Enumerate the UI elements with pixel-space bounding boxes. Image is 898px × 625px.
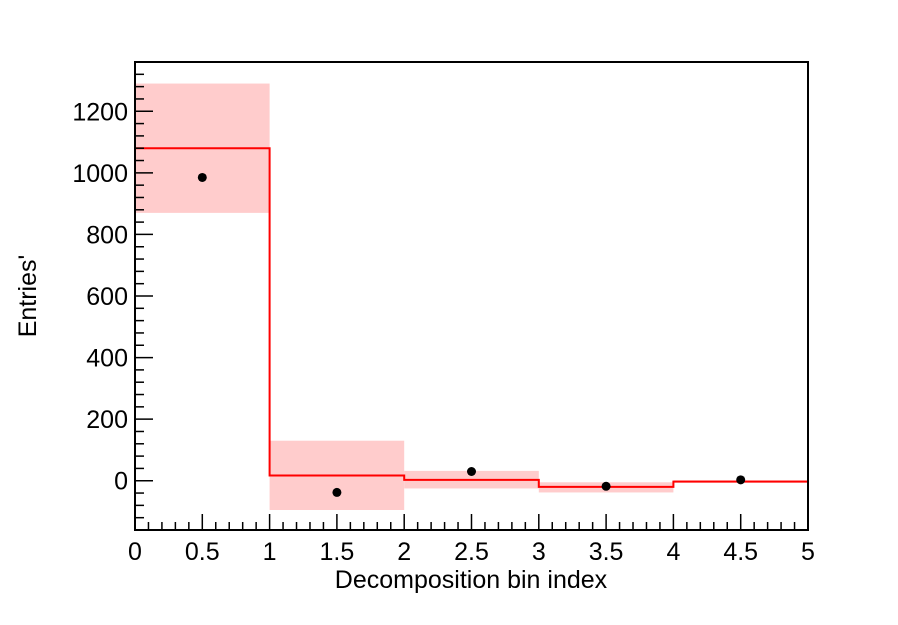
x-tick-label: 3 — [532, 538, 546, 566]
data-point-4 — [601, 481, 611, 491]
x-axis-title: Decomposition bin index — [335, 566, 608, 594]
tick-labels: 0 0.5 1 1.5 2 2.5 3 3.5 4 4.5 5 0 200 400 600 800 1000 12… — [72, 98, 815, 566]
data-point-3 — [467, 467, 476, 476]
histogram-line — [134, 147, 808, 488]
y-tick-label: 1000 — [72, 160, 128, 188]
x-tick-label: 1 — [263, 538, 277, 566]
y-tick-label: 600 — [86, 283, 128, 311]
x-tick-label: 0.5 — [185, 538, 220, 566]
x-tick-label: 2 — [397, 538, 411, 566]
y-tick-label: 800 — [86, 221, 128, 249]
histogram-step-line — [134, 147, 808, 488]
y-axis-title: Entries' — [14, 255, 42, 338]
y-tick-label: 1200 — [72, 98, 128, 126]
y-tick-label: 0 — [114, 468, 128, 496]
y-tick-label: 200 — [86, 406, 128, 434]
axis-ticks — [134, 61, 809, 531]
data-point-1 — [197, 172, 207, 182]
x-tick-label: 1.5 — [320, 538, 355, 566]
x-tick-label: 5 — [801, 538, 815, 566]
data-point-2 — [332, 487, 342, 497]
x-tick-label: 4.5 — [723, 538, 758, 566]
x-tick-label: 0 — [128, 538, 142, 566]
data-point-5 — [736, 475, 746, 485]
x-tick-label: 3.5 — [589, 538, 624, 566]
x-tick-label: 4 — [666, 538, 680, 566]
data-points — [197, 172, 746, 497]
y-tick-label: 400 — [86, 345, 128, 373]
x-tick-label: 2.5 — [454, 538, 489, 566]
